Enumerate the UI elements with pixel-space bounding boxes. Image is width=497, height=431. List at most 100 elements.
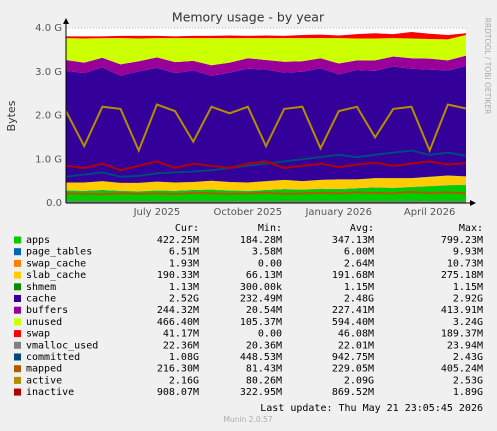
- stacked-area: [66, 31, 466, 40]
- stacked-area: [66, 35, 466, 66]
- legend-column-header: Max:: [459, 223, 483, 234]
- legend-label: cache: [26, 294, 56, 305]
- legend-stat: 942.75M: [332, 352, 374, 363]
- legend-stat: 322.95M: [240, 387, 282, 398]
- legend-stat: 347.13M: [332, 235, 374, 246]
- legend-stat: 229.05M: [332, 364, 374, 375]
- legend-stat: 3.58M: [252, 247, 282, 258]
- legend-label: shmem: [26, 282, 56, 293]
- legend-column-header: Min:: [258, 223, 282, 234]
- legend-label: mapped: [26, 364, 62, 375]
- legend-stat: 190.33M: [157, 270, 199, 281]
- legend-label: slab_cache: [26, 270, 86, 281]
- x-tick-label: January 2026: [304, 207, 372, 218]
- legend-swatch: [14, 388, 21, 396]
- legend-stat: 908.07M: [157, 387, 199, 398]
- legend-swatch: [14, 353, 21, 361]
- stacked-area: [66, 66, 466, 183]
- legend-column-header: Avg:: [350, 223, 374, 234]
- legend-stat: 300.00k: [240, 282, 282, 293]
- y-tick-label: 4.0 G: [35, 23, 62, 34]
- legend-stat: 2.09G: [344, 375, 374, 386]
- legend-stat: 23.94M: [447, 340, 483, 351]
- legend-label: committed: [26, 352, 80, 363]
- legend-swatch: [14, 259, 21, 267]
- legend-stat: 422.25M: [157, 235, 199, 246]
- legend: Cur: Min: Avg: Max: apps 422.25M 184.28M 347.13…: [14, 223, 483, 398]
- axes: [63, 18, 476, 206]
- legend-stat: 20.36M: [246, 340, 282, 351]
- legend-stat: 869.52M: [332, 387, 374, 398]
- version: Munin 2.0.57: [223, 415, 272, 424]
- legend-stat: 0.00: [258, 258, 282, 269]
- legend-swatch: [14, 365, 21, 373]
- watermark: RRDTOOL / TOBI OETIKER: [483, 18, 492, 115]
- marks: [65, 31, 467, 204]
- stacked-area: [66, 55, 466, 76]
- legend-stat: 405.24M: [441, 364, 483, 375]
- legend-column-header: Cur:: [175, 223, 199, 234]
- legend-stat: 22.01M: [338, 340, 374, 351]
- x-tick-label: April 2026: [404, 207, 455, 218]
- series-line: [65, 149, 467, 178]
- legend-stat: 0.00: [258, 329, 282, 340]
- legend-stat: 1.13M: [169, 282, 199, 293]
- legend-stat: 1.89G: [453, 387, 483, 398]
- legend-stat: 413.91M: [441, 305, 483, 316]
- legend-stat: 20.54M: [246, 305, 282, 316]
- legend-stat: 594.40M: [332, 317, 374, 328]
- legend-label: page_tables: [26, 247, 92, 258]
- series-line: [65, 103, 467, 154]
- legend-swatch: [14, 295, 21, 302]
- legend-stat: 2.43G: [453, 352, 483, 363]
- legend-swatch: [14, 271, 21, 279]
- legend-swatch: [14, 283, 21, 291]
- legend-stat: 2.52G: [169, 294, 199, 305]
- legend-stat: 22.36M: [163, 340, 199, 351]
- y-tick-label: 3.0 G: [35, 67, 62, 78]
- stacked-area: [66, 184, 466, 192]
- legend-stat: 2.48G: [344, 294, 374, 305]
- stacked-area: [66, 185, 466, 203]
- legend-swatch: [14, 248, 21, 256]
- legend-stat: 1.15M: [453, 282, 483, 293]
- legend-stat: 2.16G: [169, 375, 199, 386]
- legend-stat: 232.49M: [240, 294, 282, 305]
- legend-swatch: [14, 318, 21, 326]
- legend-stat: 191.68M: [332, 270, 374, 281]
- legend-stat: 3.24G: [453, 317, 483, 328]
- legend-stat: 1.93M: [169, 258, 199, 269]
- legend-stat: 1.08G: [169, 352, 199, 363]
- y-tick-label: 1.0 G: [35, 154, 62, 165]
- legend-stat: 66.13M: [246, 270, 282, 281]
- legend-label: unused: [26, 317, 62, 328]
- y-axis-label: Bytes: [5, 100, 18, 131]
- series-line: [65, 160, 467, 172]
- x-axis-arrow: [470, 200, 476, 206]
- legend-stat: 46.08M: [338, 329, 374, 340]
- legend-swatch: [14, 306, 21, 314]
- series-line: [65, 191, 467, 196]
- last-update: Last update: Thu May 21 23:05:45 2026: [260, 403, 483, 414]
- x-tick-label: July 2025: [133, 207, 181, 218]
- legend-label: inactive: [26, 387, 74, 398]
- legend-stat: 227.41M: [332, 305, 374, 316]
- legend-stat: 184.28M: [240, 235, 282, 246]
- legend-stat: 1.15M: [344, 282, 374, 293]
- legend-swatch: [14, 330, 21, 338]
- legend-label: swap_cache: [26, 258, 86, 269]
- y-tick-label: 0.0: [46, 198, 62, 209]
- legend-stat: 448.53M: [240, 352, 282, 363]
- x-tick-label: October 2025: [213, 207, 282, 218]
- legend-label: swap: [26, 329, 50, 340]
- legend-stat: 2.53G: [453, 375, 483, 386]
- legend-swatch: [14, 341, 21, 349]
- legend-label: apps: [26, 235, 50, 246]
- legend-label: buffers: [26, 305, 68, 316]
- legend-stat: 216.30M: [157, 364, 199, 375]
- legend-stat: 275.18M: [441, 270, 483, 281]
- chart-title: Memory usage - by year: [172, 10, 325, 25]
- legend-stat: 6.00M: [344, 247, 374, 258]
- legend-label: vmalloc_used: [26, 340, 98, 351]
